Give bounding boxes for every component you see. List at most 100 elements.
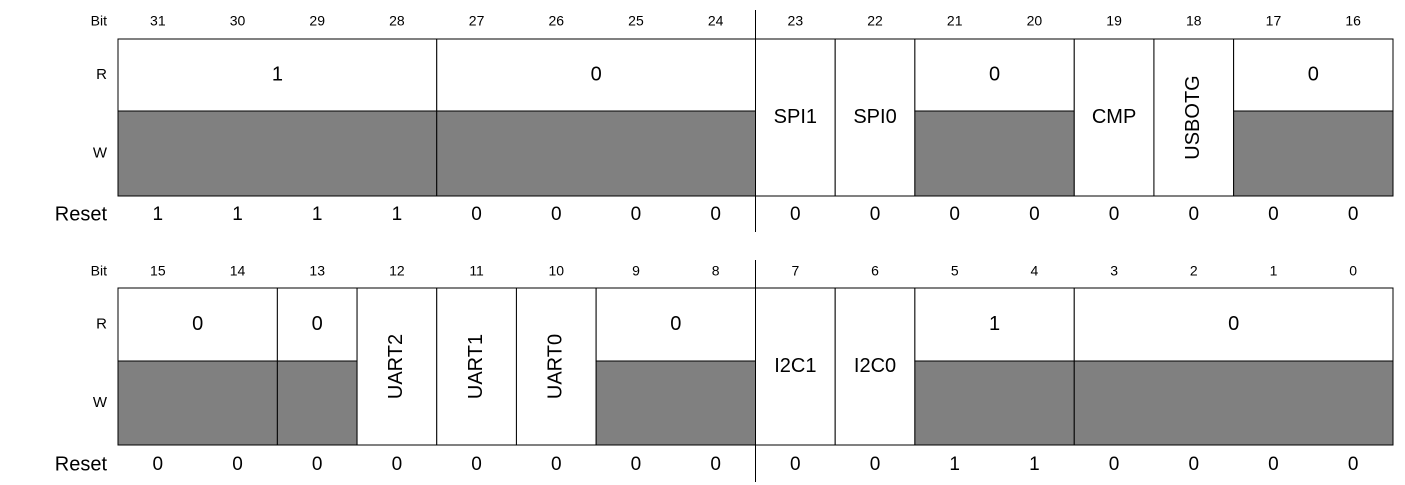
reset-value: 0 [232, 454, 243, 475]
reset-value: 0 [551, 204, 562, 225]
bit-number: 1 [1270, 263, 1278, 279]
bit-number: 31 [150, 13, 166, 29]
reset-value: 0 [710, 204, 721, 225]
reset-value: 0 [1188, 454, 1199, 475]
reset-value: 0 [1029, 204, 1040, 225]
reset-value: 0 [790, 204, 801, 225]
reset-value: 0 [870, 204, 881, 225]
bit-number: 11 [469, 263, 484, 279]
field-label: 0 [1228, 313, 1239, 335]
r-label: R [96, 315, 107, 332]
reset-value: 0 [1268, 204, 1279, 225]
field [755, 287, 836, 446]
field-label: 0 [670, 313, 681, 335]
bit-number: 18 [1186, 13, 1202, 29]
bit-label: Bit [91, 13, 107, 29]
reset-value: 1 [392, 204, 403, 225]
bit-number: 5 [951, 263, 959, 279]
bit-number: 29 [309, 13, 325, 29]
field-label: USBOTG [1182, 75, 1204, 159]
reset-value: 1 [312, 204, 323, 225]
bit-number: 25 [628, 13, 644, 29]
bit-number: 21 [947, 13, 963, 29]
field-read [117, 38, 438, 112]
field-read [595, 287, 756, 362]
r-label: R [96, 66, 107, 83]
field [834, 287, 916, 446]
reset-value: 1 [153, 204, 164, 225]
reset-value: 0 [471, 454, 482, 475]
w-label: W [93, 394, 108, 411]
field-label: 0 [312, 313, 323, 335]
field-write-reserved [914, 360, 1075, 446]
field-write-reserved [1233, 110, 1394, 197]
field-label: SPI1 [774, 106, 817, 128]
field [436, 287, 517, 446]
bit-number: 3 [1110, 263, 1118, 279]
reset-value: 1 [1029, 454, 1040, 475]
reset-label: Reset [55, 453, 108, 475]
bit-number: 28 [389, 13, 405, 29]
reset-value: 0 [392, 454, 403, 475]
field-label: UART2 [385, 334, 407, 399]
field-write-reserved [117, 110, 438, 197]
field-read [276, 287, 358, 362]
field-label: 0 [989, 63, 1000, 85]
field-label: CMP [1092, 106, 1136, 128]
field-label: I2C0 [854, 355, 896, 377]
reset-value: 0 [949, 204, 960, 225]
bit-number: 30 [230, 13, 246, 29]
reset-value: 0 [312, 454, 323, 475]
bit-number: 12 [389, 263, 405, 279]
field [834, 38, 916, 197]
bit-number: 0 [1349, 263, 1357, 279]
bit-number: 26 [548, 13, 564, 29]
reset-value: 0 [790, 454, 801, 475]
bit-number: 24 [708, 13, 724, 29]
reset-value: 0 [471, 204, 482, 225]
field [515, 287, 597, 446]
bit-number: 13 [309, 263, 325, 279]
field-label: 1 [989, 313, 1000, 335]
bit-number: 2 [1190, 263, 1198, 279]
reset-value: 1 [949, 454, 960, 475]
bit-label: Bit [91, 263, 107, 279]
bit-number: 22 [867, 13, 883, 29]
field-write-reserved [595, 360, 756, 446]
bit-number: 4 [1031, 263, 1039, 279]
reset-value: 1 [232, 204, 243, 225]
reset-value: 0 [1109, 454, 1120, 475]
reset-value: 0 [631, 204, 642, 225]
field [1153, 38, 1235, 197]
reset-value: 0 [1348, 454, 1359, 475]
field-label: 0 [1308, 63, 1319, 85]
bit-number: 27 [469, 13, 485, 29]
reset-value: 0 [1348, 204, 1359, 225]
field-label: UART1 [465, 334, 487, 399]
bit-number: 10 [548, 263, 564, 279]
field-write-reserved [117, 360, 278, 446]
field-read [914, 38, 1075, 112]
reset-value: 0 [1109, 204, 1120, 225]
bit-number: 17 [1266, 13, 1282, 29]
bit-number: 14 [230, 263, 246, 279]
field-read [1233, 38, 1394, 112]
reset-label: Reset [55, 203, 108, 225]
reset-value: 0 [1268, 454, 1279, 475]
field-read [436, 38, 756, 112]
field-label: 1 [272, 63, 283, 85]
field-label: UART0 [545, 334, 567, 399]
bit-number: 8 [712, 263, 720, 279]
field-label: 0 [591, 63, 602, 85]
bit-number: 15 [150, 263, 166, 279]
reset-value: 0 [710, 454, 721, 475]
field-label: SPI0 [853, 106, 896, 128]
bit-number: 9 [632, 263, 640, 279]
bit-number: 20 [1027, 13, 1043, 29]
field-write-reserved [436, 110, 756, 197]
reset-value: 0 [551, 454, 562, 475]
reset-value: 0 [870, 454, 881, 475]
field-label: 0 [192, 313, 203, 335]
reset-value: 0 [631, 454, 642, 475]
